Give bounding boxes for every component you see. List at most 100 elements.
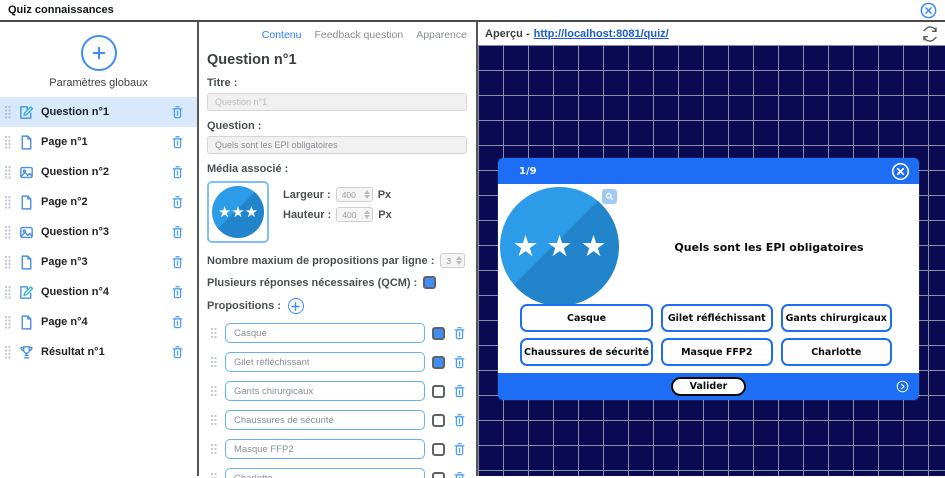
progress-counter: 1/9 <box>519 165 537 177</box>
question-label: Question : <box>207 120 262 132</box>
sidebar-item[interactable]: Question n°3 <box>0 217 197 247</box>
drag-handle-icon[interactable] <box>4 315 12 329</box>
preview-panel: Aperçu - http://localhost:8081/quiz/ 1/9… <box>478 22 945 476</box>
trash-icon[interactable] <box>170 134 185 150</box>
trash-icon[interactable] <box>452 354 467 370</box>
sidebar-item[interactable]: Page n°4 <box>0 307 197 337</box>
trash-icon[interactable] <box>452 383 467 399</box>
editor-tab[interactable]: Apparence <box>416 29 467 41</box>
chevron-right-circle-icon[interactable] <box>896 380 909 393</box>
width-label: Largeur : <box>283 188 331 201</box>
sidebar-item-label: Page n°4 <box>41 316 88 328</box>
quiz-card-header: 1/9 <box>498 158 919 184</box>
trash-icon[interactable] <box>170 284 185 300</box>
validate-button[interactable]: Valider <box>670 377 747 396</box>
width-stepper[interactable] <box>335 187 373 202</box>
sidebar-item-label: Page n°3 <box>41 256 88 268</box>
proposition-input[interactable] <box>225 410 425 430</box>
drag-handle-icon[interactable] <box>4 285 12 299</box>
proposition-input[interactable] <box>225 381 425 401</box>
drag-handle-icon[interactable] <box>4 345 12 359</box>
proposition-row <box>207 323 467 343</box>
proposition-input[interactable] <box>225 352 425 372</box>
proposition-correct-checkbox[interactable] <box>432 326 445 340</box>
drag-handle-icon[interactable] <box>4 255 12 269</box>
answer-button[interactable]: Gilet réfléchissant <box>661 304 773 332</box>
spinner-arrows-icon[interactable] <box>456 253 463 268</box>
height-stepper[interactable] <box>336 207 374 222</box>
answer-button[interactable]: Gants chirurgicaux <box>780 304 892 332</box>
page-icon <box>18 134 35 151</box>
answer-button[interactable]: Masque FFP2 <box>661 338 773 366</box>
title-label: Titre : <box>207 77 238 89</box>
trash-icon[interactable] <box>170 224 185 240</box>
trash-icon[interactable] <box>170 314 185 330</box>
sidebar-item[interactable]: Page n°1 <box>0 127 197 157</box>
drag-handle-icon[interactable] <box>210 443 218 455</box>
max-per-line-input[interactable] <box>446 255 457 266</box>
trash-icon[interactable] <box>170 104 185 120</box>
quiz-close-icon[interactable] <box>891 162 910 181</box>
proposition-correct-checkbox[interactable] <box>432 442 445 456</box>
trash-icon[interactable] <box>452 412 467 428</box>
sidebar-item[interactable]: Résultat n°1 <box>0 337 197 367</box>
drag-handle-icon[interactable] <box>4 225 12 239</box>
media-label: Média associé : <box>207 163 289 175</box>
sidebar-item-list: Question n°1 Page n°1 <box>0 97 197 367</box>
proposition-input[interactable] <box>225 468 425 478</box>
spinner-arrows-icon[interactable] <box>364 207 371 222</box>
height-input[interactable] <box>342 209 365 220</box>
drag-handle-icon[interactable] <box>210 385 218 397</box>
trash-icon[interactable] <box>452 470 467 478</box>
width-input[interactable] <box>341 189 364 200</box>
proposition-correct-checkbox[interactable] <box>432 384 445 398</box>
global-settings-link[interactable]: Paramètres globaux <box>49 77 148 89</box>
drag-handle-icon[interactable] <box>4 195 12 209</box>
drag-handle-icon[interactable] <box>210 414 218 426</box>
drag-handle-icon[interactable] <box>210 327 218 339</box>
window-close-icon[interactable] <box>920 2 937 19</box>
page-icon <box>18 314 35 331</box>
proposition-correct-checkbox[interactable] <box>432 355 445 369</box>
title-input[interactable] <box>207 93 467 111</box>
proposition-input[interactable] <box>225 323 425 343</box>
answer-button[interactable]: Casque <box>520 304 654 332</box>
preview-label: Aperçu - <box>485 27 530 40</box>
trash-icon[interactable] <box>170 164 185 180</box>
trash-icon[interactable] <box>170 194 185 210</box>
proposition-input[interactable] <box>225 439 425 459</box>
editor-tab[interactable]: Contenu <box>261 29 302 41</box>
zoom-magnifier-icon[interactable] <box>602 189 617 204</box>
question-input[interactable] <box>207 136 467 154</box>
qcm-checkbox[interactable] <box>423 276 437 289</box>
add-element-button[interactable] <box>80 35 117 71</box>
trash-icon[interactable] <box>452 441 467 457</box>
preview-url-link[interactable]: http://localhost:8081/quiz/ <box>533 27 669 40</box>
sidebar-item[interactable]: Question n°2 <box>0 157 197 187</box>
drag-handle-icon[interactable] <box>4 165 12 179</box>
answer-button[interactable]: Chaussures de sécurité <box>520 338 654 366</box>
spinner-arrows-icon[interactable] <box>363 187 370 202</box>
max-per-line-stepper[interactable] <box>440 253 466 268</box>
sidebar-item[interactable]: Question n°4 <box>0 277 197 307</box>
drag-handle-icon[interactable] <box>210 356 218 368</box>
drag-handle-icon[interactable] <box>4 105 12 119</box>
proposition-row <box>207 352 467 372</box>
sidebar-item[interactable]: Question n°1 <box>0 97 197 127</box>
trash-icon[interactable] <box>170 254 185 270</box>
proposition-correct-checkbox[interactable] <box>432 471 445 478</box>
sidebar-item[interactable]: Page n°2 <box>0 187 197 217</box>
media-thumbnail[interactable]: ★★★ <box>207 181 269 243</box>
refresh-icon[interactable] <box>922 25 938 42</box>
answer-button[interactable]: Charlotte <box>780 338 892 366</box>
trash-icon[interactable] <box>170 344 185 360</box>
drag-handle-icon[interactable] <box>4 135 12 149</box>
editor-tab[interactable]: Feedback question <box>314 29 404 41</box>
add-proposition-button[interactable] <box>287 298 304 314</box>
proposition-correct-checkbox[interactable] <box>432 413 445 427</box>
image-icon <box>18 164 35 181</box>
sidebar-item[interactable]: Page n°3 <box>0 247 197 277</box>
trash-icon[interactable] <box>452 325 467 341</box>
quiz-card-footer: Valider <box>498 373 919 400</box>
drag-handle-icon[interactable] <box>210 472 218 478</box>
